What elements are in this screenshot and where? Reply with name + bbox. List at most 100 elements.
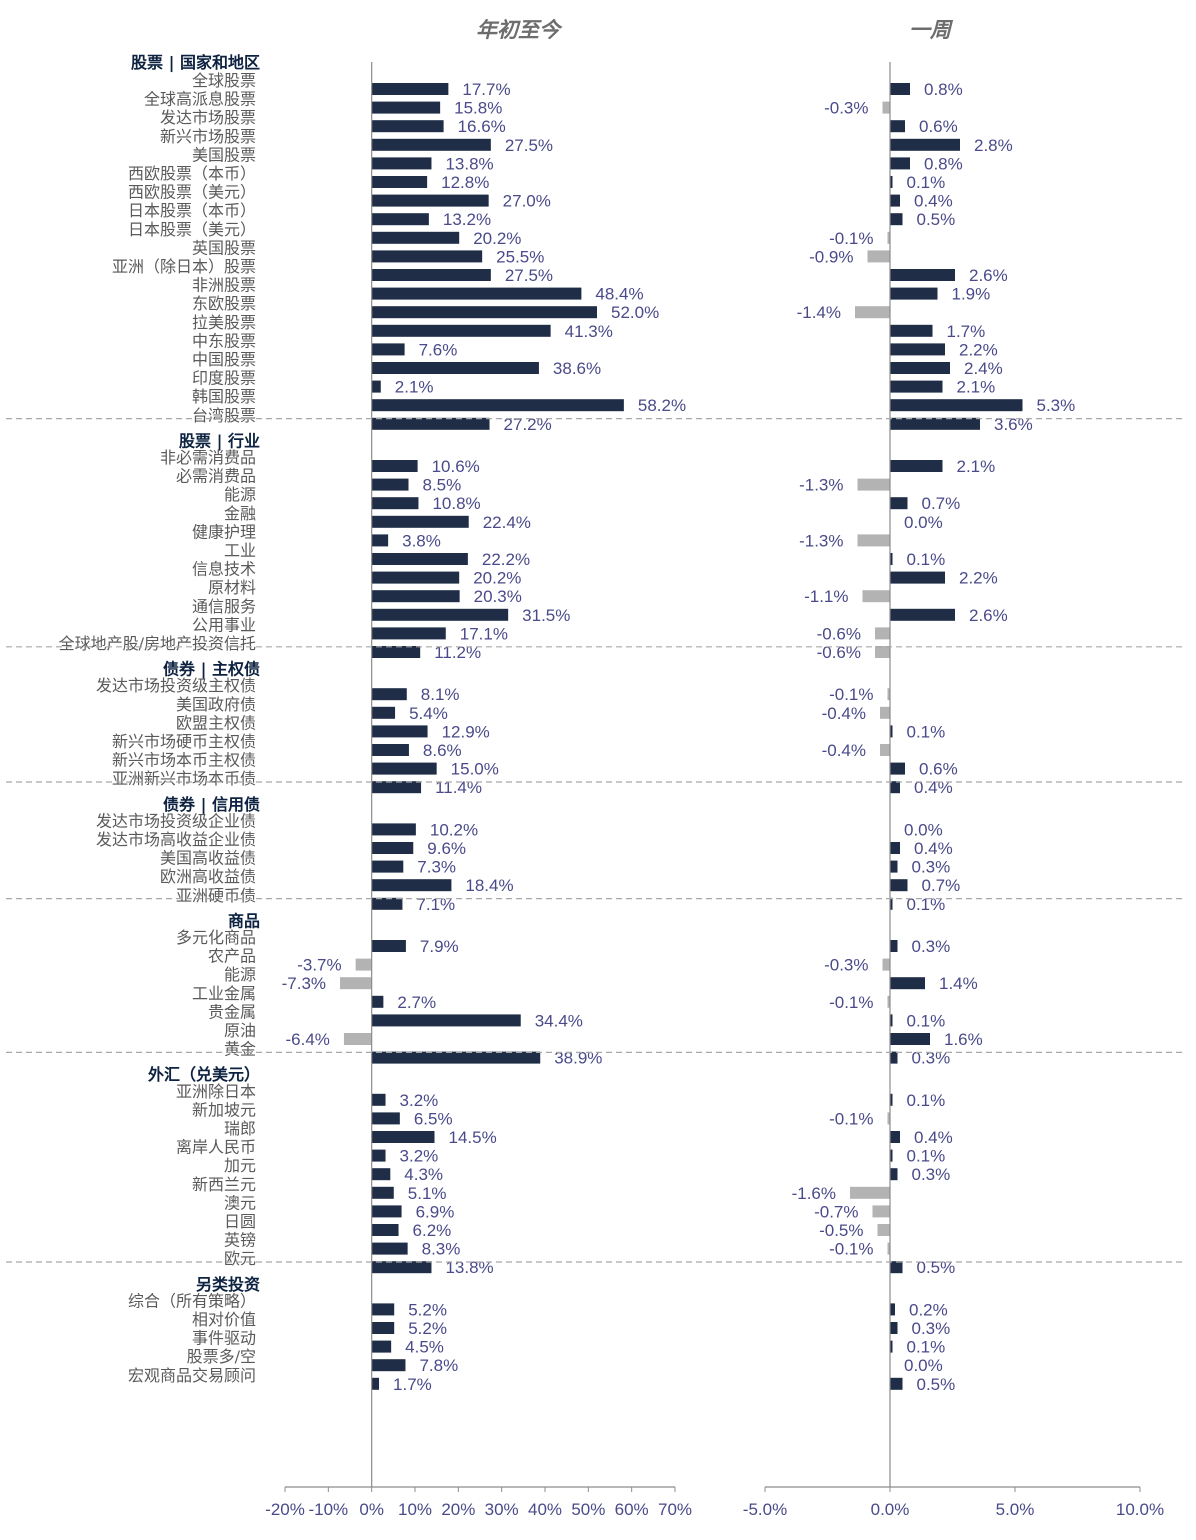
value-label-week: -1.1%	[804, 587, 848, 606]
value-label-week: 2.1%	[957, 457, 996, 476]
value-label-week: 0.1%	[907, 1091, 946, 1110]
bar-ytd	[355, 958, 372, 971]
category-label: 能源	[224, 485, 256, 504]
category-label: 美国政府债	[176, 695, 256, 714]
bar-ytd	[371, 324, 551, 337]
bar-week	[890, 194, 900, 207]
value-label-ytd: 38.6%	[553, 359, 601, 378]
bar-ytd	[371, 306, 597, 319]
bar-week	[882, 101, 890, 114]
bar-ytd	[371, 362, 539, 374]
tick-label-week: 5.0%	[996, 1500, 1035, 1519]
bar-ytd	[371, 1149, 386, 1162]
value-label-ytd: 25.5%	[496, 247, 544, 266]
tick-label-ytd: 50%	[571, 1500, 605, 1519]
value-label-ytd: 20.2%	[473, 229, 521, 248]
bar-ytd	[371, 842, 414, 854]
bar-week	[890, 608, 955, 621]
value-label-week: 0.3%	[912, 858, 951, 877]
value-label-ytd: 22.2%	[482, 550, 530, 569]
bar-week	[890, 417, 980, 430]
value-label-week: -0.1%	[829, 229, 873, 248]
bar-ytd	[371, 120, 444, 133]
value-label-week: -0.4%	[822, 704, 866, 723]
bar-ytd	[371, 138, 491, 151]
bar-week	[890, 176, 893, 188]
value-label-ytd: 22.4%	[483, 513, 531, 532]
bar-week	[890, 497, 908, 510]
category-label: 离岸人民币	[176, 1138, 256, 1157]
tick-label-ytd: -20%	[265, 1500, 305, 1519]
value-label-week: 2.2%	[959, 569, 998, 588]
category-label: 全球高派息股票	[144, 90, 256, 109]
bar-ytd	[371, 417, 490, 430]
category-label: 信息技术	[192, 560, 256, 579]
category-label: 亚洲新兴市场本币债	[112, 769, 256, 788]
bar-week	[875, 627, 890, 640]
bar-week	[890, 860, 898, 873]
category-label: 亚洲（除日本）股票	[112, 257, 256, 276]
bar-week	[857, 478, 890, 491]
tick-label-ytd: 70%	[658, 1500, 692, 1519]
bar-week	[890, 362, 950, 374]
category-label: 东欧股票	[192, 294, 256, 313]
bar-week	[890, 940, 898, 952]
bar-ytd	[371, 343, 405, 356]
value-label-ytd: 15.8%	[454, 99, 502, 118]
value-label-week: -0.3%	[824, 99, 868, 118]
bar-week	[890, 324, 933, 337]
bar-week	[890, 725, 893, 738]
category-label: 农产品	[208, 947, 256, 966]
value-label-week: 2.6%	[969, 266, 1008, 285]
value-label-ytd: 7.9%	[420, 937, 459, 956]
value-label-ytd: 8.1%	[421, 685, 460, 704]
value-label-week: -0.4%	[822, 741, 866, 760]
tick-label-week: 0.0%	[871, 1500, 910, 1519]
value-label-week: -1.3%	[799, 476, 843, 495]
category-label: 能源	[224, 965, 256, 984]
value-label-ytd: 10.8%	[432, 494, 480, 513]
bar-week	[890, 120, 905, 133]
bar-week	[890, 157, 910, 170]
tick-label-ytd: 40%	[528, 1500, 562, 1519]
category-label: 日本股票（美元）	[128, 220, 256, 239]
bar-week	[855, 306, 890, 319]
section-header: 另类投资	[196, 1275, 260, 1294]
value-label-week: 0.7%	[922, 494, 961, 513]
bar-ytd	[371, 571, 460, 584]
bar-ytd	[371, 823, 416, 836]
category-label: 通信服务	[192, 597, 256, 616]
category-label: 美国股票	[192, 145, 256, 164]
value-label-ytd: 6.2%	[413, 1221, 452, 1240]
bar-ytd	[371, 1112, 400, 1125]
tick-label-ytd: -10%	[308, 1500, 348, 1519]
category-label: 日圆	[224, 1212, 256, 1231]
value-label-week: 2.4%	[964, 359, 1003, 378]
value-label-ytd: 20.2%	[473, 569, 521, 588]
category-label: 中国股票	[192, 350, 256, 369]
bar-week	[872, 1205, 890, 1218]
category-label: 亚洲除日本	[176, 1082, 256, 1101]
value-label-week: -0.7%	[814, 1202, 858, 1221]
value-label-week: -1.3%	[799, 531, 843, 550]
bar-ytd	[371, 1014, 521, 1027]
bar-ytd	[371, 627, 446, 640]
value-label-ytd: 7.8%	[419, 1356, 458, 1375]
value-label-ytd: 4.3%	[404, 1165, 443, 1184]
category-label: 非必需消费品	[160, 448, 256, 467]
value-label-week: 0.4%	[914, 1128, 953, 1147]
value-label-week: 0.0%	[904, 513, 943, 532]
bar-week	[890, 399, 1023, 412]
value-label-ytd: 38.9%	[554, 1049, 602, 1068]
category-label: 韩国股票	[192, 387, 256, 406]
value-label-ytd: 3.8%	[402, 531, 441, 550]
bar-ytd	[340, 977, 372, 990]
value-label-ytd: 11.4%	[435, 778, 482, 797]
category-label: 西欧股票（美元）	[128, 183, 256, 202]
value-label-week: -0.1%	[829, 1109, 873, 1128]
value-label-ytd: 9.6%	[427, 839, 466, 858]
category-label: 公用事业	[192, 615, 256, 634]
bar-week	[890, 460, 943, 472]
value-label-week: 2.1%	[957, 378, 996, 397]
bar-ytd	[371, 1242, 408, 1255]
